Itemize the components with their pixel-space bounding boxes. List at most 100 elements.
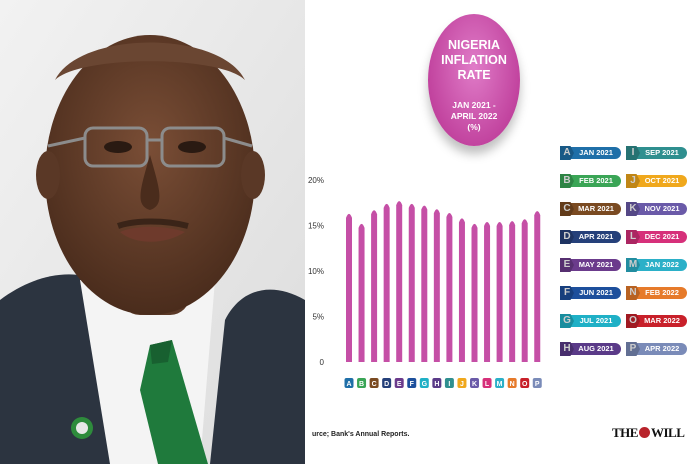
legend-item-E: MAY 2021 E [560,258,622,272]
legend-item-O: MAR 2022 O [626,314,688,328]
title-line-3: RATE [457,68,491,82]
legend-letter: M [626,258,640,272]
legend-label: NOV 2021 [637,203,687,215]
legend-label: JAN 2022 [637,259,687,271]
logo-mark-icon [638,427,650,438]
legend-item-L: DEC 2021 L [626,230,688,244]
bar-M [496,222,503,362]
bar-C [371,210,378,362]
bar-E [396,201,403,362]
chart-subtitle: JAN 2021 - APRIL 2022 (%) [428,100,520,133]
category-chip [394,378,404,388]
subtitle-line-2: APRIL 2022 [450,111,498,121]
portrait-photo [0,0,305,464]
logo-text-right: WILL [650,425,685,440]
category-chip [382,378,392,388]
inflation-bar-chart: 0 5% 10% 15% 20% A B C D E F G H I J K L M N O P [308,176,542,388]
bar-F [408,203,415,362]
legend-letter: P [626,342,640,356]
category-chip [520,378,530,388]
category-chip [444,378,454,388]
x-tick-label: O [522,381,528,388]
legend-label: JAN 2021 [571,147,621,159]
bar-G [421,205,428,362]
x-tick-label: I [448,381,450,388]
x-tick-label: K [472,381,477,388]
x-tick-label: H [434,381,439,388]
category-chip [532,378,542,388]
subtitle-line-1: JAN 2021 - [452,100,496,110]
category-chip [419,378,429,388]
legend-letter: I [626,146,640,160]
subtitle-unit: (%) [467,122,481,132]
legend-letter: B [560,174,574,188]
legend-item-P: APR 2022 P [626,342,688,356]
y-tick-label: 0 [320,358,325,367]
y-tick-label: 5% [312,313,324,322]
y-tick-label: 15% [308,222,324,231]
legend-letter: D [560,230,574,244]
legend-item-A: JAN 2021 A [560,146,622,160]
bar-I [446,212,453,362]
logo-text-left: THE [612,425,638,440]
bar-D [383,203,390,362]
legend-label: APR 2022 [637,343,687,355]
legend-letter: O [626,314,640,328]
title-line-1: NIGERIA [447,38,501,52]
legend-item-G: JUL 2021 G [560,314,622,328]
legend-label: MAR 2022 [637,315,687,327]
legend-item-M: JAN 2022 M [626,258,688,272]
category-chip [507,378,517,388]
legend-item-F: JUN 2021 F [560,286,622,300]
x-tick-label: P [535,381,540,388]
legend-item-H: AUG 2021 H [560,342,622,356]
legend-letter: K [626,202,640,216]
chart-title: NIGERIA INFLATION RATE [428,38,520,83]
x-tick-label: B [359,381,364,388]
legend-label: APR 2021 [571,231,621,243]
legend-label: JUL 2021 [571,315,621,327]
x-tick-label: J [460,381,464,388]
legend-letter: H [560,342,574,356]
bar-L [484,222,491,362]
legend-item-N: FEB 2022 N [626,286,688,300]
title-circle: NIGERIA INFLATION RATE JAN 2021 - APRIL … [428,14,520,146]
legend-letter: E [560,258,574,272]
bar-H [433,209,440,362]
legend-letter: G [560,314,574,328]
category-chip [369,378,379,388]
title-line-2: INFLATION [441,53,507,67]
x-tick-label: D [384,381,389,388]
legend-item-K: NOV 2021 K [626,202,688,216]
category-chip [470,378,479,388]
category-chip [457,378,467,388]
legend-label: JUN 2021 [571,287,621,299]
bar-A [346,213,352,362]
legend-letter: J [626,174,640,188]
legend-label: MAR 2021 [571,203,621,215]
legend-letter: F [560,286,574,300]
source-note: urce; Bank's Annual Reports. [312,431,410,438]
x-tick-label: M [497,381,503,388]
bar-O [521,219,528,362]
bar-B [358,223,365,362]
legend-label: OCT 2021 [637,175,687,187]
x-tick-label: L [485,381,490,388]
legend-item-C: MAR 2021 C [560,202,622,216]
chart-legend: JAN 2021 A FEB 2021 B MAR 2021 C APR 2021 D MAY … [560,146,690,376]
legend-label: FEB 2021 [571,175,621,187]
legend-item-B: FEB 2021 B [560,174,622,188]
category-chip [495,378,505,388]
x-tick-label: C [372,381,377,388]
legend-item-D: APR 2021 D [560,230,622,244]
x-tick-label: E [397,381,402,388]
the-will-logo: THE WILL [612,425,685,441]
y-tick-label: 20% [308,176,324,185]
x-tick-label: G [422,381,428,388]
legend-label: MAY 2021 [571,259,621,271]
bar-P [534,211,541,362]
bar-J [458,218,465,362]
legend-label: SEP 2021 [637,147,687,159]
legend-label: FEB 2022 [637,287,687,299]
x-tick-label: F [410,381,415,388]
